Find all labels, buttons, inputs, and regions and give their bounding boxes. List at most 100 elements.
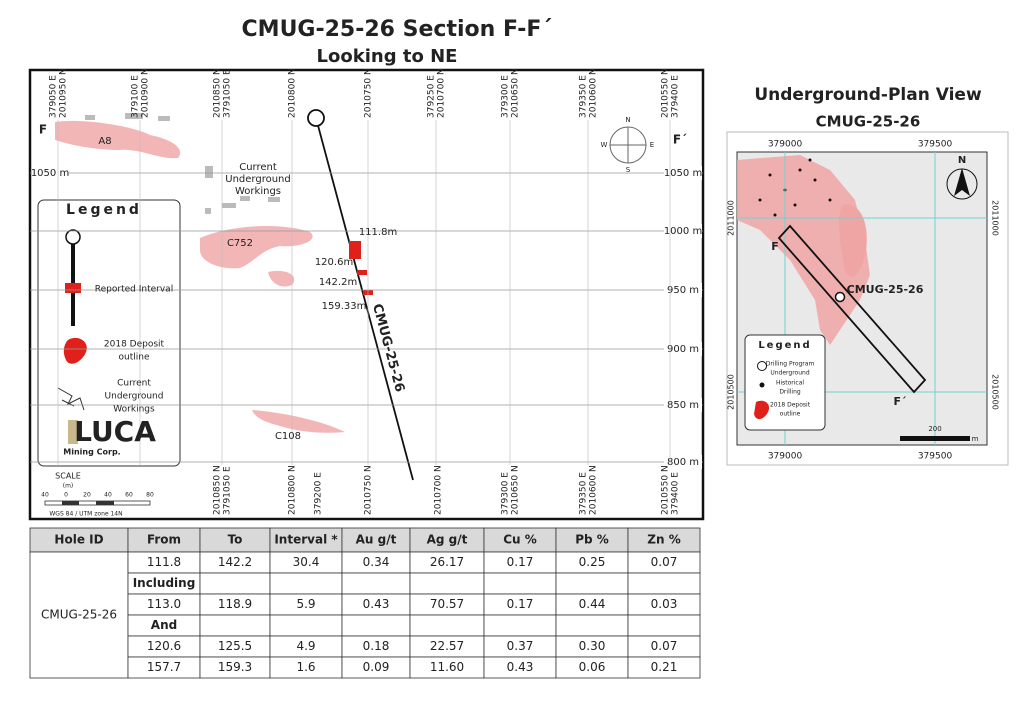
coord-label: 2010600 N <box>589 465 599 515</box>
deposit-c108 <box>252 410 345 433</box>
coord-label: 379350 E <box>579 472 589 515</box>
title: CMUG-25-26 Section F-F´ <box>242 17 553 42</box>
legend-interval <box>65 283 81 293</box>
content: CMUG-25-26 Section F-F´ Looking to NE 1050… <box>29 17 1000 679</box>
cell-text: 26.17 <box>430 555 464 569</box>
cell <box>483 614 557 637</box>
cell-text: 0.17 <box>507 555 534 569</box>
cell-text: 4.9 <box>296 639 315 653</box>
cell-text: 0.06 <box>579 660 606 674</box>
coord-label: 2010650 N <box>511 68 521 118</box>
coord-label: 2010900 N <box>141 68 151 118</box>
workings-label: Current <box>239 162 277 173</box>
plan-y-label: 2010500 <box>727 374 736 410</box>
plan-x-label: 379500 <box>918 140 953 150</box>
cell <box>627 656 701 679</box>
coord-label: 379200 E <box>314 472 324 515</box>
coord-label: 2010850 N <box>213 68 223 118</box>
coord-label: 2010700 N <box>434 465 444 515</box>
deposit-a8 <box>55 120 181 159</box>
label-bg <box>664 455 702 469</box>
elevation-label: 1000 m <box>664 226 702 237</box>
cell-text: 142.2 <box>218 555 252 569</box>
coord-label: 379050 E <box>49 75 59 118</box>
plan-y-label: 2010500 <box>991 374 1000 410</box>
header-text: Zn % <box>647 533 680 547</box>
label-bg <box>32 166 68 180</box>
logo: LUCA <box>74 415 156 448</box>
coord-label: 379300 E <box>501 75 511 118</box>
label-bg <box>664 342 702 356</box>
compass-label: S <box>626 166 631 174</box>
cell-text: 70.57 <box>430 597 464 611</box>
elevation-label: 1050 m <box>31 168 69 179</box>
cell-text: 159.3 <box>218 660 252 674</box>
scale-label: SCALE <box>55 472 81 481</box>
interval <box>349 241 361 259</box>
compass-label: E <box>650 141 654 149</box>
coord-label: 2010550 N <box>661 68 671 118</box>
cell-text: 0.21 <box>651 660 678 674</box>
plan-end: F´ <box>893 395 906 408</box>
coord-label: 2010950 N <box>59 68 69 118</box>
cell <box>341 572 411 595</box>
plan-y-label: 2011000 <box>991 200 1000 236</box>
cell <box>555 614 629 637</box>
cell-text: 0.09 <box>363 660 390 674</box>
scale-unit: (m) <box>63 483 74 490</box>
cell <box>409 614 485 637</box>
section-end: F <box>39 123 47 137</box>
plan-collar <box>834 291 846 303</box>
legend-item: Underground <box>105 392 164 402</box>
scale-tick: 20 <box>83 492 91 499</box>
header-text: From <box>147 533 181 547</box>
compass-label: W <box>601 141 608 149</box>
plan-end: F <box>771 240 779 253</box>
scale-bar <box>62 501 79 505</box>
plan-legend-title: Legend <box>758 340 811 351</box>
scale-crs: WGS 84 / UTM zone 14N <box>49 511 122 518</box>
cell-text: 111.8 <box>147 555 181 569</box>
coord-label: 2010800 N <box>288 465 298 515</box>
header-text: Cu % <box>503 533 537 547</box>
header-text: Au g/t <box>356 533 397 547</box>
coord-label: 2010550 N <box>661 465 671 515</box>
hole-id: CMUG-25-26 <box>41 608 117 622</box>
header-text: Ag g/t <box>427 533 468 547</box>
legend-deposit <box>63 337 87 364</box>
coord-label: 2010750 N <box>364 68 374 118</box>
cell <box>627 614 701 637</box>
cell-text: 0.07 <box>651 555 678 569</box>
plan-x-label: 379000 <box>768 452 803 462</box>
zone-label: A8 <box>98 136 111 147</box>
drill-hole <box>315 117 414 481</box>
plan-x-label: 379500 <box>918 452 953 462</box>
scale-bar <box>96 501 114 505</box>
logo-sub: Mining Corp. <box>63 448 120 457</box>
logo-mark <box>68 420 78 444</box>
cell <box>555 572 629 595</box>
zone-label: C752 <box>227 238 253 249</box>
cell-text: 120.6 <box>147 639 181 653</box>
hole-cell <box>29 551 129 679</box>
plan-legend-item: Underground <box>770 370 809 377</box>
cell <box>627 572 701 595</box>
scale-tick: 40 <box>41 492 49 499</box>
plan-x-label: 379000 <box>768 140 803 150</box>
cell-text: 30.4 <box>293 555 320 569</box>
plan-scale: 200 <box>928 425 941 433</box>
label-bg <box>664 224 702 238</box>
legend-item: 2018 Deposit <box>104 340 165 350</box>
coord-label: 3791050 E <box>223 466 233 515</box>
compass-label: N <box>625 116 630 124</box>
plan-hole: CMUG-25-26 <box>847 283 924 296</box>
elevation-label: 900 m <box>667 344 699 355</box>
legend-item: Workings <box>113 405 155 415</box>
plan-legend-item: 2018 Deposit <box>770 402 811 409</box>
elevation-label: 850 m <box>667 400 699 411</box>
coord-label: 379400 E <box>671 472 681 515</box>
historical-drilling <box>758 158 832 217</box>
cell <box>199 614 271 637</box>
row-label: And <box>151 618 177 632</box>
legend-title: Legend <box>66 202 142 218</box>
